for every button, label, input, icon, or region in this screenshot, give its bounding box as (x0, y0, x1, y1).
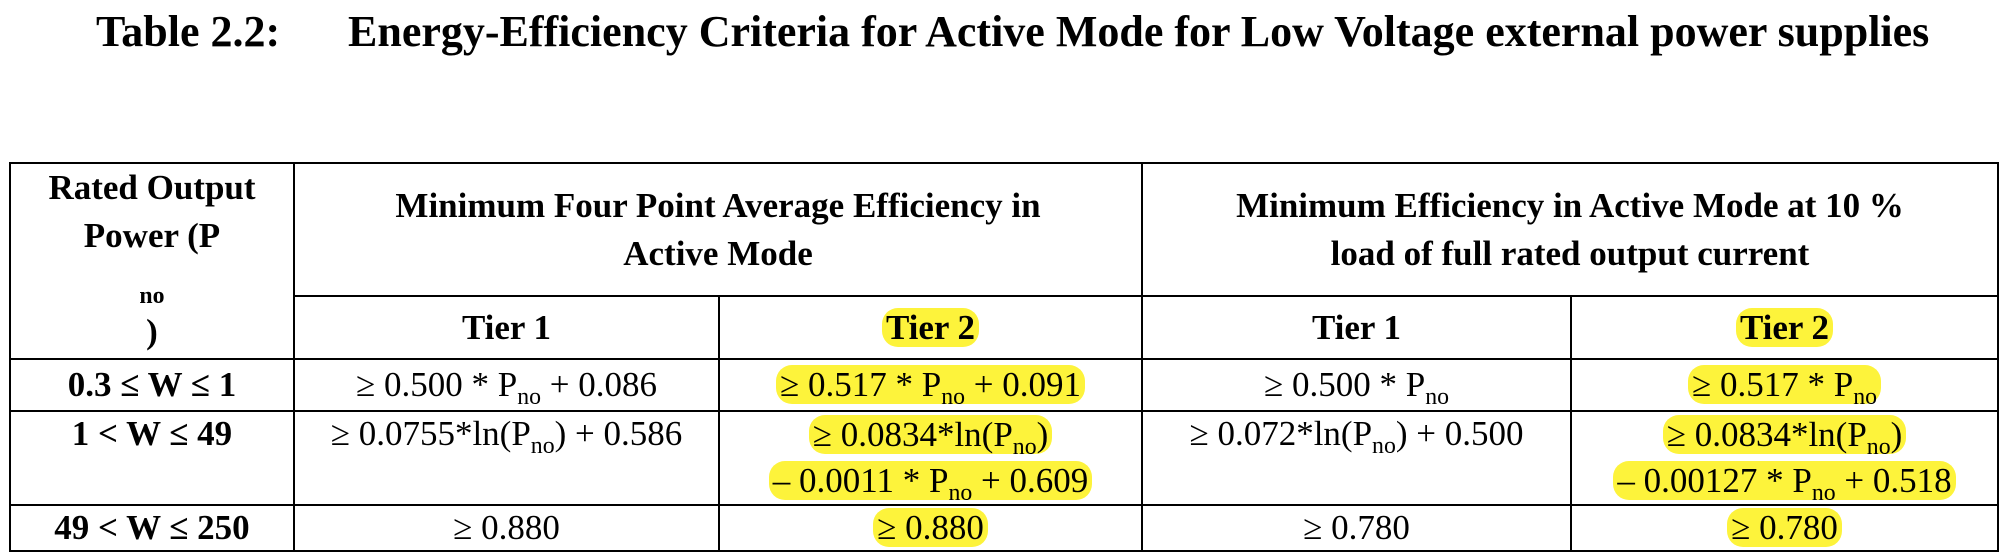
efficiency-cell: ≥ 0.780 (1570, 504, 1999, 552)
tier-header: Tier 2 (718, 295, 1143, 360)
highlight-mark: ≥ 0.0834*ln(Pno) (1662, 415, 1907, 459)
rated-output-header-line1: Rated Output (48, 168, 256, 207)
highlight-mark: Tier 2 (881, 307, 980, 347)
efficiency-cell: ≥ 0.500 * Pno + 0.086 (293, 358, 720, 412)
efficiency-cell: ≥ 0.880 (293, 504, 720, 552)
highlight-mark: – 0.0011 * Pno + 0.609 (768, 461, 1093, 505)
tier-header: Tier 2 (1570, 295, 1999, 360)
efficiency-cell: ≥ 0.780 (1141, 504, 1572, 552)
rated-output-header: Rated Output Power (P no) (9, 162, 295, 360)
highlight-mark: ≥ 0.517 * Pno + 0.091 (776, 365, 1085, 409)
power-range-cell: 0.3 ≤ W ≤ 1 (9, 358, 295, 412)
ten-percent-load-header-line2: load of full rated output current (1330, 233, 1810, 273)
highlight-mark: Tier 2 (1735, 307, 1834, 347)
ten-percent-load-header: Minimum Efficiency in Active Mode at 10 … (1141, 161, 1999, 298)
table-row: 49 < W ≤ 250 ≥ 0.880 ≥ 0.880 ≥ 0.780 ≥ 0… (9, 504, 1999, 552)
efficiency-cell: ≥ 0.517 * Pno + 0.091 (718, 358, 1143, 412)
tier-header-row: Tier 1 Tier 2 Tier 1 Tier 2 (10, 295, 1999, 360)
ten-percent-load-header-line1: Minimum Efficiency in Active Mode at 10 … (1236, 185, 1904, 225)
highlight-mark: ≥ 0.0834*ln(Pno) (808, 415, 1053, 459)
caption-title: Energy-Efficiency Criteria for Active Mo… (348, 7, 1930, 56)
efficiency-criteria-table: Rated Output Power (P no) Minimum Four Po… (9, 161, 1999, 552)
highlight-mark: ≥ 0.780 (1727, 508, 1842, 547)
table-row: 1 < W ≤ 49 ≥ 0.0755*ln(Pno) + 0.586 ≥ 0.… (9, 410, 1999, 506)
efficiency-cell: ≥ 0.0755*ln(Pno) + 0.586 (293, 410, 720, 506)
power-range-cell: 49 < W ≤ 250 (9, 504, 295, 552)
tier-header: Tier 1 (293, 295, 720, 360)
power-range-cell: 1 < W ≤ 49 (9, 410, 295, 506)
highlight-mark: ≥ 0.517 * Pno (1688, 365, 1881, 409)
four-point-average-header-line2: Active Mode (623, 233, 813, 273)
tier-header: Tier 1 (1141, 295, 1572, 360)
caption-number: Table 2.2: (96, 7, 281, 56)
rated-output-header-line2: Power (P no) (83, 216, 221, 351)
header-row: Rated Output Power (P no) Minimum Four Po… (9, 161, 1999, 360)
efficiency-cell: ≥ 0.072*ln(Pno) + 0.500 (1141, 410, 1572, 506)
four-point-average-header: Minimum Four Point Average Efficiency in… (293, 161, 1143, 298)
highlight-mark: ≥ 0.880 (873, 508, 988, 547)
efficiency-cell: ≥ 0.880 (718, 504, 1143, 552)
efficiency-cell: ≥ 0.500 * Pno (1141, 358, 1572, 412)
efficiency-cell: ≥ 0.0834*ln(Pno) – 0.0011 * Pno + 0.609 (718, 410, 1143, 506)
efficiency-cell: ≥ 0.0834*ln(Pno) – 0.00127 * Pno + 0.518 (1570, 410, 1999, 506)
four-point-average-header-line1: Minimum Four Point Average Efficiency in (395, 185, 1041, 225)
highlight-mark: – 0.00127 * Pno + 0.518 (1613, 461, 1956, 505)
table-row: 0.3 ≤ W ≤ 1 ≥ 0.500 * Pno + 0.086 ≥ 0.51… (9, 358, 1999, 412)
efficiency-cell: ≥ 0.517 * Pno (1570, 358, 1999, 412)
